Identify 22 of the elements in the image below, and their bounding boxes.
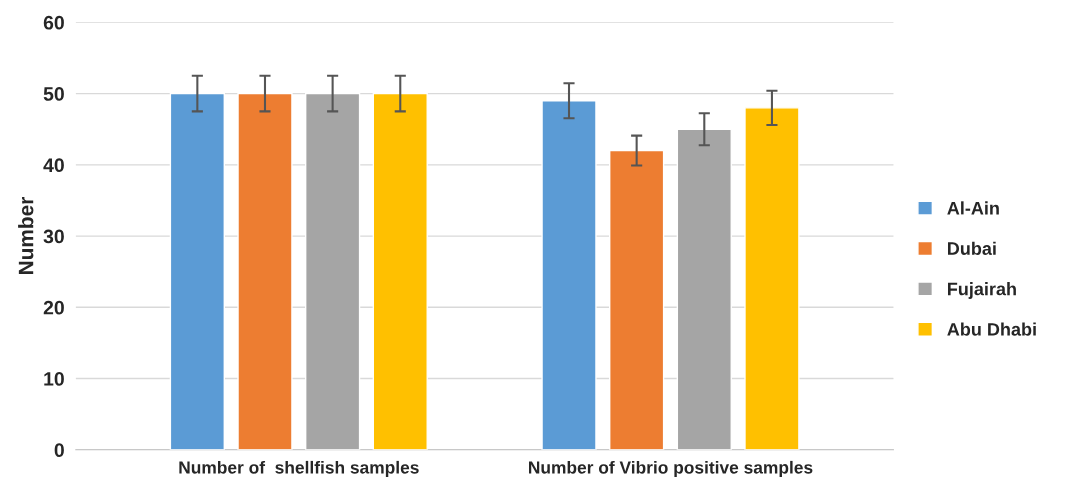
x-tick-label: Number of Vibrio positive samples xyxy=(529,460,813,478)
y-tick-label: 30 xyxy=(43,229,64,244)
y-tick-label: 0 xyxy=(54,443,64,458)
bar xyxy=(237,92,293,450)
bar xyxy=(676,128,732,450)
bar xyxy=(609,149,665,450)
legend-label: Al-Ain xyxy=(947,201,999,215)
y-tick-label: 60 xyxy=(43,15,64,30)
y-axis-title: Number xyxy=(18,197,34,275)
y-tick-label: 10 xyxy=(44,372,64,386)
legend-label: Fujairah xyxy=(948,282,1016,299)
bar xyxy=(372,92,428,450)
bar xyxy=(744,107,800,450)
legend-label: Abu Dhabi xyxy=(947,322,1036,336)
legend-label: Dubai xyxy=(948,241,996,255)
bar xyxy=(169,92,225,450)
bar xyxy=(541,100,597,450)
y-tick-label: 40 xyxy=(43,158,64,173)
y-tick-label: 20 xyxy=(43,300,64,315)
x-tick-label: Number of shellfish samples xyxy=(179,460,419,478)
y-tick-label: 50 xyxy=(43,87,64,101)
bar xyxy=(304,92,361,450)
